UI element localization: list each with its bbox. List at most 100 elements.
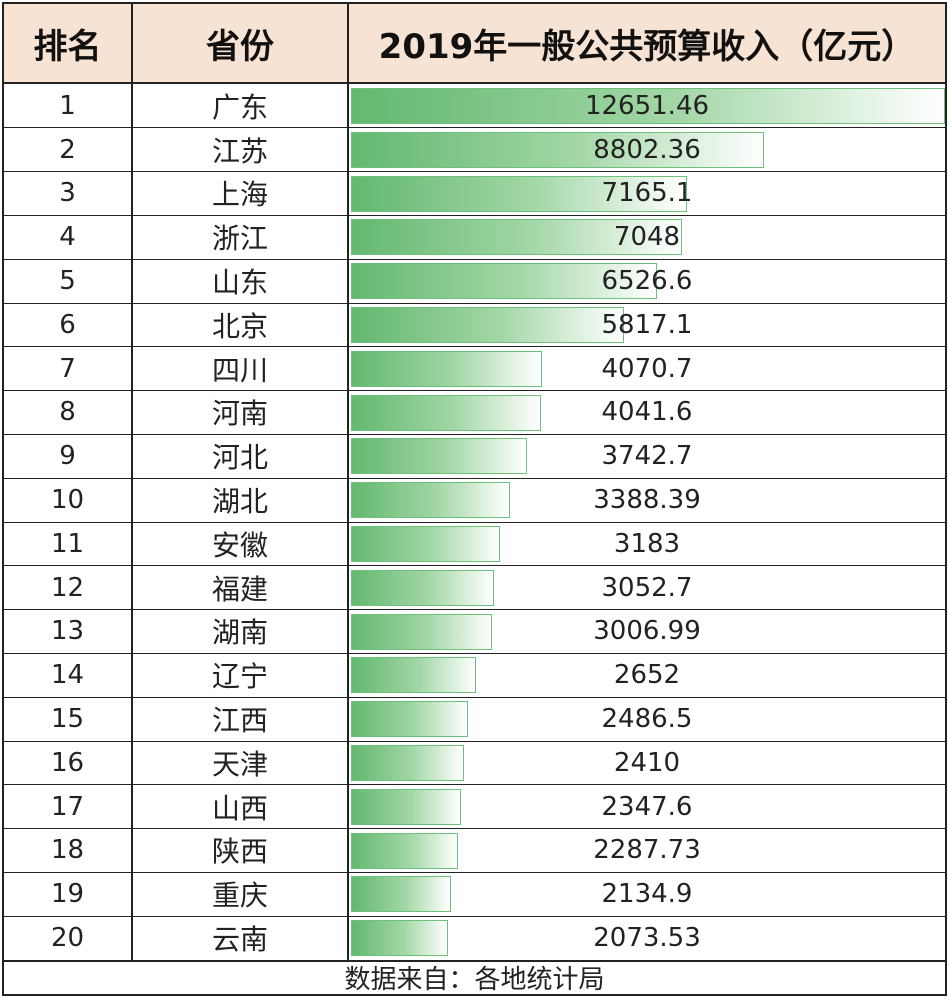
revenue-value-label: 7165.1 [601,178,693,209]
revenue-value-label: 7048 [613,222,681,253]
revenue-bar [351,920,449,957]
rank-cell: 14 [50,660,85,691]
revenue-value-label: 2287.73 [593,835,701,866]
province-cell: 福建 [211,572,268,606]
revenue-bar [351,131,765,168]
revenue-value-label: 12651.46 [584,90,710,121]
rank-cell: 7 [59,353,76,384]
revenue-value-label: 8802.36 [593,134,701,165]
province-cell: 山东 [211,266,268,300]
province-cell: 河北 [211,441,268,475]
revenue-value-label: 2652 [613,660,681,691]
header-revenue: 2019年一般公共预算收入（亿元） [349,4,945,82]
province-cell: 湖南 [211,616,268,650]
revenue-value-label: 2134.9 [601,879,693,910]
rank-cell: 19 [50,879,85,910]
revenue-bar [351,219,682,256]
revenue-bar [351,350,543,387]
grid-line-row [2,346,947,348]
rank-cell: 5 [59,266,76,297]
grid-line-left [2,2,4,996]
grid-line-row [2,565,947,567]
grid-line-row [2,171,947,173]
revenue-value-label: 3742.7 [601,441,693,472]
grid-line-row [2,609,947,611]
revenue-value-label: 2486.5 [601,704,693,735]
grid-line-row [2,302,947,304]
grid-line-row [2,477,947,479]
rank-cell: 1 [59,90,76,121]
revenue-bar [351,832,459,869]
revenue-bar [351,263,658,300]
grid-line-row [2,521,947,523]
revenue-bar [351,613,493,650]
grid-line-row [2,390,947,392]
grid-line-right [945,2,947,996]
revenue-bar [351,307,625,343]
province-cell: 四川 [211,353,268,387]
grid-line-footer [2,994,947,996]
grid-line-row [2,258,947,260]
province-cell: 北京 [211,309,268,343]
revenue-bar [351,657,476,694]
revenue-bar [351,569,495,606]
grid-line-col [347,2,349,960]
revenue-value-label: 6526.6 [601,266,693,297]
grid-line-top [2,2,947,4]
province-cell: 重庆 [211,879,268,913]
revenue-value-label: 4041.6 [601,397,693,428]
rank-cell: 18 [50,835,85,866]
revenue-bar [351,88,945,124]
rank-cell: 11 [50,528,85,559]
rank-cell: 13 [50,616,85,647]
rank-cell: 8 [59,397,76,428]
revenue-bar [351,482,511,519]
revenue-bar [351,745,465,781]
revenue-value-label: 3006.99 [593,616,701,647]
revenue-value-label: 2410 [613,747,681,778]
grid-line-header [2,82,947,84]
grid-line-row [2,784,947,786]
grid-line-row [2,871,947,873]
rank-cell: 6 [59,309,76,340]
revenue-bar [351,701,468,738]
province-cell: 河南 [211,397,268,431]
rank-cell: 17 [50,791,85,822]
revenue-bar [351,526,501,562]
rank-cell: 20 [50,923,85,954]
revenue-bar [351,438,527,475]
province-cell: 安徽 [211,528,268,562]
grid-line-row [2,214,947,216]
grid-line-row [2,652,947,654]
grid-line-row [2,828,947,830]
province-cell: 云南 [211,923,268,957]
grid-line-bottom [2,960,947,962]
grid-line-row [2,740,947,742]
rank-cell: 2 [59,134,76,165]
revenue-value-label: 3052.7 [601,572,693,603]
grid-line-row [2,915,947,917]
grid-line-row [2,696,947,698]
rank-cell: 4 [59,222,76,253]
rank-cell: 10 [50,485,85,516]
revenue-value-label: 3183 [613,528,681,559]
province-cell: 山西 [211,791,268,825]
revenue-value-label: 2073.53 [593,923,701,954]
rank-cell: 12 [50,572,85,603]
province-cell: 江苏 [211,134,268,168]
province-cell: 浙江 [211,222,268,256]
revenue-value-label: 2347.6 [601,791,693,822]
rank-cell: 16 [50,747,85,778]
revenue-value-label: 3388.39 [593,485,701,516]
grid-line-row [2,433,947,435]
province-cell: 辽宁 [211,660,268,694]
grid-line-row [2,127,947,129]
revenue-value-label: 4070.7 [601,353,693,384]
revenue-value-label: 5817.1 [601,309,693,340]
province-cell: 广东 [211,90,268,124]
grid-line-col [131,2,133,960]
revenue-bar [351,175,688,212]
province-cell: 湖北 [211,485,268,519]
revenue-bar [351,876,452,913]
